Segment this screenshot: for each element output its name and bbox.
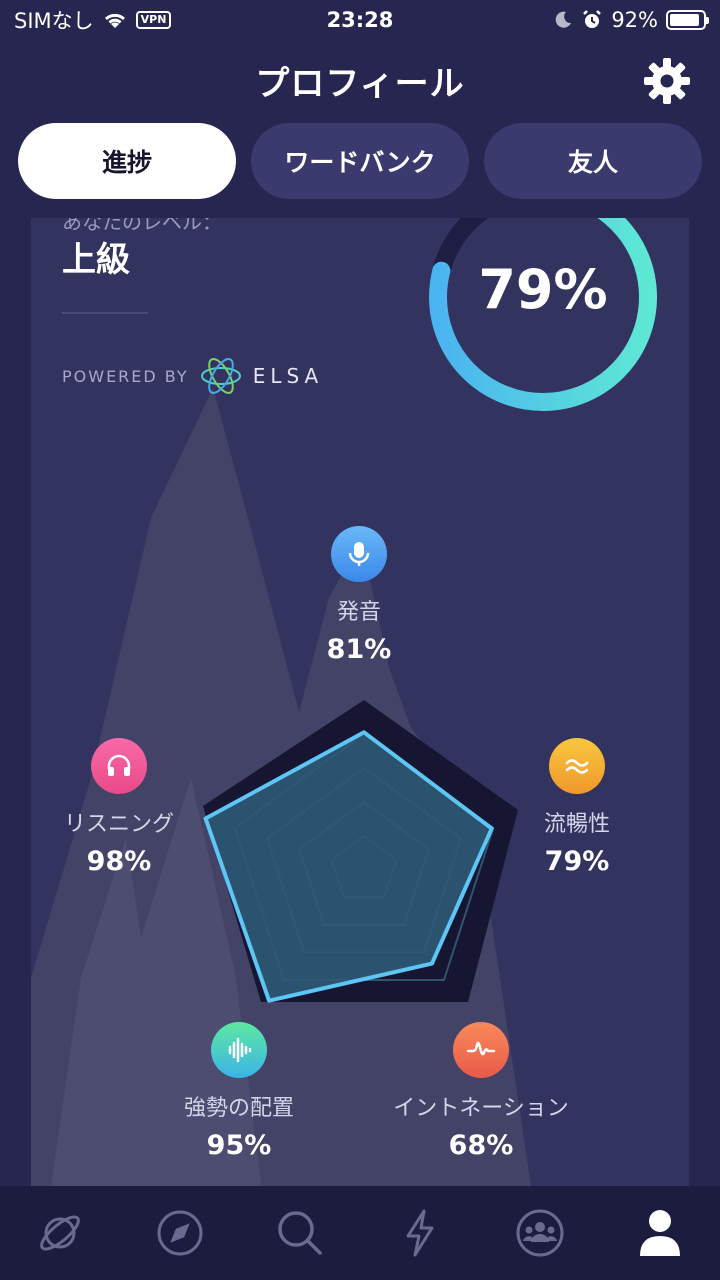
nav-compass[interactable] bbox=[140, 1193, 220, 1273]
moon-icon bbox=[556, 11, 572, 28]
headphones-icon bbox=[91, 738, 147, 794]
skill-intonation[interactable]: イントネーション 68% bbox=[371, 1022, 591, 1161]
elsa-brand: ELSA bbox=[252, 364, 324, 388]
overall-progress-ring bbox=[429, 218, 657, 411]
level-value: 上級 bbox=[62, 240, 130, 280]
powered-by-label: POWERED BY bbox=[62, 366, 189, 386]
nav-lightning[interactable] bbox=[380, 1193, 460, 1273]
skill-percent: 68% bbox=[448, 1130, 514, 1161]
skill-name: リスニング bbox=[63, 812, 174, 837]
skill-percent: 98% bbox=[86, 846, 152, 877]
skills-radar-chart bbox=[203, 700, 518, 1003]
carrier-label: SIMなし bbox=[14, 9, 94, 33]
vpn-badge: VPN bbox=[135, 11, 172, 29]
bottom-nav bbox=[0, 1186, 720, 1280]
skill-stress[interactable]: 強勢の配置 95% bbox=[129, 1022, 349, 1161]
level-caption: あなたのレベル： bbox=[62, 218, 222, 234]
header: プロフィール bbox=[0, 48, 720, 112]
battery-icon bbox=[666, 10, 709, 30]
nav-planet[interactable] bbox=[20, 1193, 100, 1273]
radar-score-shape bbox=[203, 730, 494, 1003]
skill-listening[interactable]: リスニング 98% bbox=[31, 738, 229, 877]
status-bar: SIMなし VPN 23:28 92% bbox=[0, 0, 720, 40]
wifi-icon bbox=[104, 13, 125, 28]
progress-card: あなたのレベル： 上級 POWERED BY ELSA 79% bbox=[31, 218, 689, 1186]
skill-percent: 95% bbox=[206, 1130, 272, 1161]
skill-percent: 79% bbox=[544, 846, 610, 877]
community-icon bbox=[516, 1209, 564, 1257]
planet-icon bbox=[40, 1215, 80, 1251]
tab-friends[interactable]: 友人 bbox=[484, 123, 702, 199]
nav-search[interactable] bbox=[260, 1193, 340, 1273]
skill-pronunciation[interactable]: 発音 81% bbox=[249, 526, 469, 665]
skill-percent: 81% bbox=[326, 634, 392, 665]
nav-community[interactable] bbox=[500, 1193, 580, 1273]
compass-icon bbox=[157, 1210, 203, 1256]
skill-name: 発音 bbox=[336, 600, 381, 625]
powered-by: POWERED BY ELSA bbox=[62, 356, 323, 396]
tab-word-bank[interactable]: ワードバンク bbox=[251, 123, 469, 199]
overall-percent: 79% bbox=[478, 258, 608, 321]
skill-name: イントネーション bbox=[393, 1096, 569, 1121]
nav-profile[interactable] bbox=[620, 1193, 700, 1273]
skill-fluency[interactable]: 流暢性 79% bbox=[467, 738, 687, 877]
tab-progress[interactable]: 進捗 bbox=[18, 123, 236, 199]
profile-icon bbox=[640, 1210, 680, 1256]
alarm-icon bbox=[583, 10, 602, 28]
intonation-icon bbox=[453, 1022, 509, 1078]
skill-name: 流暢性 bbox=[543, 812, 610, 837]
page-title: プロフィール bbox=[255, 63, 465, 104]
status-time: 23:28 bbox=[326, 8, 394, 32]
wave-icon bbox=[549, 738, 605, 794]
gear-icon[interactable] bbox=[642, 56, 692, 106]
elsa-logo-icon bbox=[200, 358, 241, 394]
skill-name: 強勢の配置 bbox=[183, 1096, 294, 1121]
divider bbox=[62, 312, 148, 314]
search-icon bbox=[278, 1211, 322, 1255]
lightning-icon bbox=[406, 1209, 434, 1257]
tab-bar: 進捗 ワードバンク 友人 bbox=[18, 123, 702, 199]
battery-percent: 92% bbox=[611, 8, 658, 32]
microphone-icon bbox=[331, 526, 387, 582]
soundwave-icon bbox=[211, 1022, 267, 1078]
